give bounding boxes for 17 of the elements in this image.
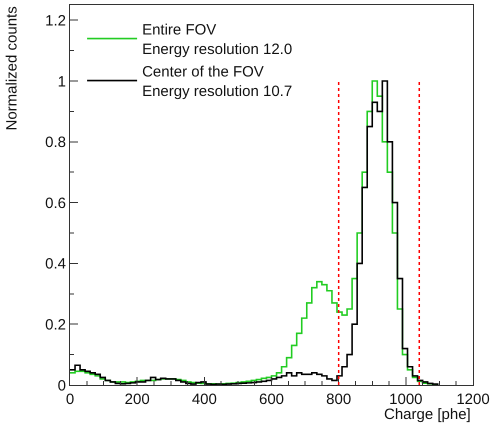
x-tick-label: 1200: [456, 391, 490, 408]
y-tick-label: 1.2: [45, 12, 66, 30]
y-tick-label: 1: [58, 73, 66, 90]
x-tick-label: 1000: [389, 391, 423, 408]
legend-label: Entire FOV Energy resolution 12.0: [142, 22, 292, 58]
y-tick-label: 0.2: [45, 316, 66, 334]
y-tick-label: 0.4: [45, 256, 66, 273]
y-tick-label: 0: [58, 377, 66, 394]
x-axis-title: Charge [phe]: [384, 406, 471, 423]
x-tick-label: 800: [326, 391, 352, 408]
x-tick-label: 200: [124, 391, 150, 408]
legend-label: Center of the FOV Energy resolution 10.7: [142, 64, 292, 100]
x-tick-label: 400: [192, 391, 217, 408]
y-tick-label: 0.6: [45, 194, 66, 212]
x-tick-label: 600: [258, 391, 284, 408]
y-tick-label: 0.8: [45, 134, 66, 152]
y-axis-title: Normalized counts: [4, 6, 20, 130]
